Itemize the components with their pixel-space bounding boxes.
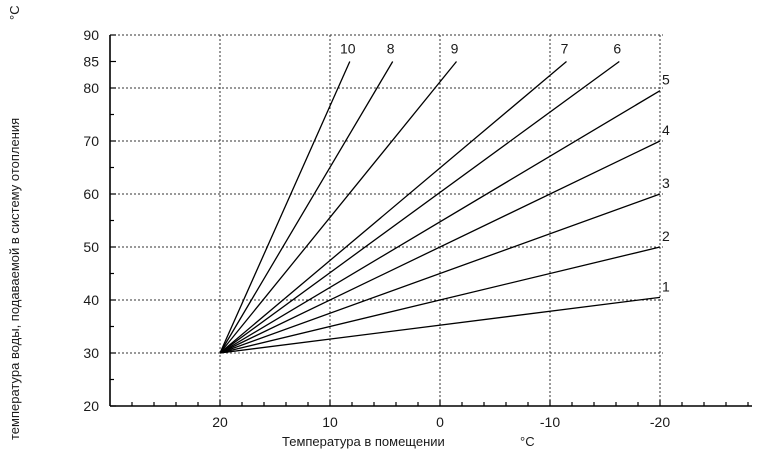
x-axis-unit: °C (520, 434, 535, 449)
x-axis-title: Температура в помещении (282, 434, 445, 449)
curve-label-5: 5 (662, 72, 670, 88)
axes (109, 35, 752, 407)
x-tick-label: -20 (650, 414, 670, 430)
y-tick-label: 30 (83, 345, 99, 361)
curve-labels: 1 2 3 4 5 6 7 8 9 10 (340, 41, 670, 295)
x-tick-label: -10 (540, 414, 560, 430)
heating-curve-5 (219, 90, 661, 354)
curve-label-4: 4 (662, 122, 670, 138)
heating-curve-10 (219, 61, 351, 354)
heating-curve-4 (219, 140, 661, 354)
heating-curve-9 (219, 61, 458, 354)
heating-curve-2 (219, 246, 661, 354)
y-tick-label: 85 (83, 54, 99, 70)
y-axis-title: температура воды, подаваемой в систему о… (7, 118, 22, 440)
curve-label-10: 10 (340, 41, 356, 57)
heating-curve-8 (219, 61, 394, 354)
y-tick-label: 90 (83, 27, 99, 43)
y-tick-label: 20 (83, 398, 99, 414)
y-tick-label: 40 (83, 292, 99, 308)
heating-curve-1 (219, 296, 661, 354)
ticks (110, 34, 749, 407)
curve-label-6: 6 (613, 41, 621, 57)
x-tick-label: 20 (212, 414, 228, 430)
x-tick-label: 0 (436, 414, 444, 430)
curve-label-1: 1 (662, 278, 670, 294)
heating-curves (219, 60, 661, 354)
curve-label-9: 9 (451, 41, 459, 57)
curve-label-8: 8 (387, 41, 395, 57)
curve-label-2: 2 (662, 228, 670, 244)
y-tick-label: 60 (83, 186, 99, 202)
curve-label-3: 3 (662, 175, 670, 191)
heating-curve-3 (219, 193, 661, 354)
y-tick-label: 80 (83, 80, 99, 96)
grid-lines (110, 34, 663, 406)
y-axis-unit: °C (7, 5, 22, 20)
heating-curve-6 (219, 60, 620, 354)
x-tick-label: 10 (322, 414, 338, 430)
heating-curve-7 (219, 61, 567, 354)
y-tick-label: 50 (83, 239, 99, 255)
y-tick-label: 70 (83, 133, 99, 149)
curve-label-7: 7 (561, 41, 569, 57)
